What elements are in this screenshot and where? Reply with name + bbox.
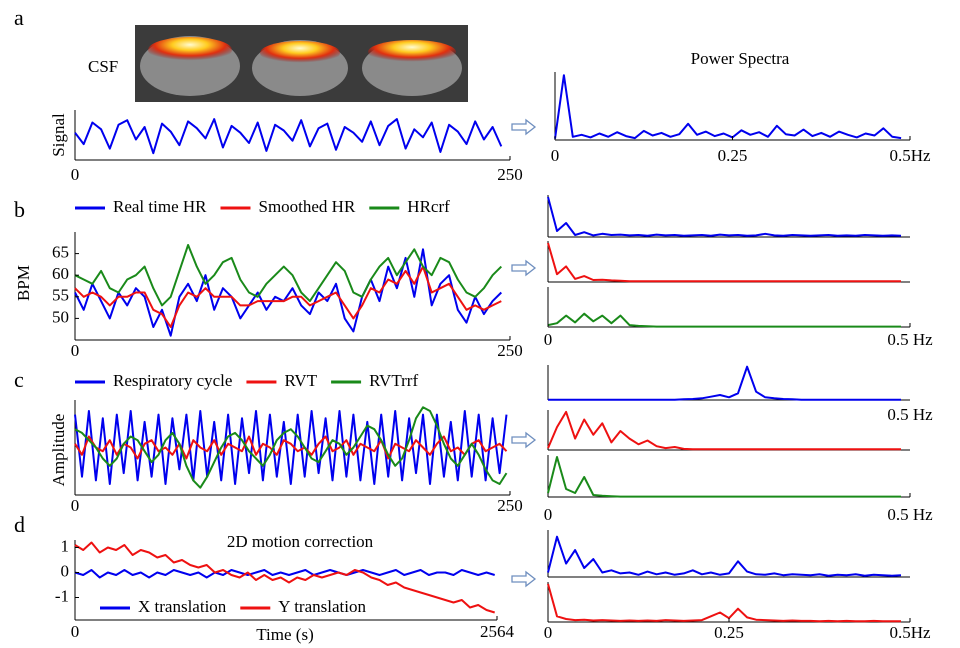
x-tick-label: 250 xyxy=(497,165,523,184)
legend-label: Y translation xyxy=(278,597,366,616)
panel-letter: a xyxy=(14,5,24,30)
chart-title: 2D motion correction xyxy=(227,532,374,551)
y-tick-label: -1 xyxy=(55,586,69,605)
panel-letter: d xyxy=(14,512,25,537)
panel-letter: c xyxy=(14,367,24,392)
x-tick-label: 250 xyxy=(497,496,523,515)
series-line xyxy=(75,411,507,484)
image-label: CSF xyxy=(88,57,118,76)
legend-label: X translation xyxy=(138,597,227,616)
legend-label: HRcrf xyxy=(407,197,450,216)
series-line xyxy=(75,267,501,327)
y-tick-label: 1 xyxy=(61,536,70,555)
y-axis-label: Signal xyxy=(49,113,68,157)
x-tick-label: 2564 xyxy=(480,622,515,641)
x-tick-label: 0 xyxy=(544,505,553,524)
chart-title: Power Spectra xyxy=(691,49,790,68)
y-tick-label: 60 xyxy=(52,264,69,283)
x-tick-label: 0 xyxy=(544,623,553,642)
series-line xyxy=(75,570,495,578)
x-tick-label: 0 xyxy=(71,622,80,641)
x-tick-label: 0.5 Hz xyxy=(887,505,933,524)
x-tick-label: 0.25 xyxy=(714,623,744,642)
y-axis-label: BPM xyxy=(14,265,33,301)
x-tick-label: 0.5 Hz xyxy=(887,330,933,349)
y-axis-label: Amplitude xyxy=(49,414,68,487)
x-tick-label: 0.5Hz xyxy=(889,623,931,642)
figure: 0250aCSFSignal00.250.5HzPower Spectra505… xyxy=(0,0,960,648)
series-line xyxy=(548,537,901,576)
series-line xyxy=(548,197,901,236)
panel-letter: b xyxy=(14,197,25,222)
series-line xyxy=(548,314,901,327)
x-axis-label: Time (s) xyxy=(256,625,313,644)
series-line xyxy=(555,75,901,139)
y-tick-label: 65 xyxy=(52,243,69,262)
legend-label: Real time HR xyxy=(113,197,207,216)
series-line xyxy=(548,457,901,497)
x-tick-label: 0 xyxy=(71,165,80,184)
x-tick-label: 0 xyxy=(544,330,553,349)
csf-image xyxy=(135,25,468,102)
legend-label: Respiratory cycle xyxy=(113,371,232,390)
y-tick-label: 50 xyxy=(52,307,69,326)
series-line xyxy=(548,243,901,281)
y-tick-label: 0 xyxy=(61,561,70,580)
x-tick-label: 0.5 Hz xyxy=(887,405,933,424)
series-line xyxy=(548,412,901,449)
series-line xyxy=(548,584,901,621)
x-tick-label: 0 xyxy=(71,341,80,360)
series-line xyxy=(548,367,901,400)
legend-label: RVTrrf xyxy=(369,371,418,390)
x-tick-label: 0 xyxy=(551,146,560,165)
x-tick-label: 0.25 xyxy=(718,146,748,165)
series-line xyxy=(75,119,501,153)
x-tick-label: 0.5Hz xyxy=(889,146,931,165)
x-tick-label: 0 xyxy=(71,496,80,515)
x-tick-label: 250 xyxy=(497,341,523,360)
legend-label: Smoothed HR xyxy=(258,197,355,216)
y-tick-label: 55 xyxy=(52,286,69,305)
legend-label: RVT xyxy=(284,371,317,390)
